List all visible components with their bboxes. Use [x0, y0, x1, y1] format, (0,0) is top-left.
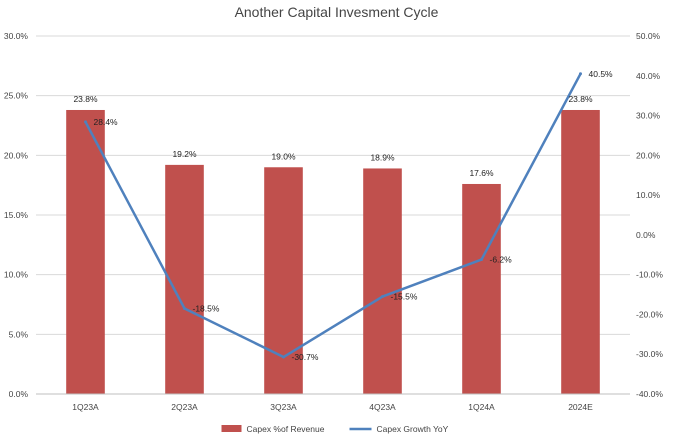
y-right-tick-label: 20.0% [636, 150, 661, 160]
y-left-tick-label: 0.0% [9, 389, 29, 399]
x-tick-label: 2Q23A [171, 402, 198, 412]
bar [561, 109, 600, 394]
y-left-tick-label: 15.0% [4, 210, 29, 220]
line-point [282, 355, 285, 359]
y-right-tick-label: 30.0% [636, 111, 661, 121]
chart-title: Another Capital Invesment Cycle [234, 4, 439, 20]
data-labels: 23.8% 19.2% 19.0% 18.9% 17.6% 23.8% 28.4% -18.5… [73, 69, 613, 362]
x-tick-label: 3Q23A [270, 402, 297, 412]
y-right-tick-label: 40.0% [636, 71, 661, 81]
bar [462, 183, 501, 394]
bar-data-label: 18.9% [370, 152, 395, 162]
y-right-tick-label: -40.0% [636, 389, 663, 399]
line-point [480, 258, 483, 262]
line-data-label: 28.4% [94, 117, 119, 127]
y-left-tick-label: 25.0% [4, 91, 29, 101]
bar [165, 164, 204, 394]
line-point [381, 295, 384, 299]
line-data-label: -6.2% [490, 255, 513, 265]
bar [363, 168, 402, 394]
gridlines [36, 35, 630, 395]
legend-label-line: Capex Growth YoY [377, 424, 449, 434]
y-right-tick-label: -10.0% [636, 270, 663, 280]
y-right-tick-label: -30.0% [636, 349, 663, 359]
x-tick-label: 1Q23A [72, 402, 99, 412]
line-point [579, 72, 582, 76]
line-point [183, 306, 186, 310]
bar [66, 109, 105, 394]
x-tick-label: 4Q23A [369, 402, 396, 412]
x-tick-label: 1Q24A [468, 402, 495, 412]
y-right-tick-label: 10.0% [636, 190, 661, 200]
y-left-tick-label: 20.0% [4, 150, 29, 160]
bar-data-label: 19.2% [172, 149, 197, 159]
line-data-label: 40.5% [589, 69, 614, 79]
legend-swatch-bar [221, 425, 242, 432]
y-left-tick-label: 30.0% [4, 31, 29, 41]
line-data-label: -30.7% [292, 352, 319, 362]
line-series [84, 72, 582, 359]
legend-label-bar: Capex %of Revenue [247, 424, 325, 434]
x-tick-label: 2024E [568, 402, 593, 412]
line-path [84, 73, 582, 359]
line-data-label: -18.5% [193, 303, 220, 313]
line-data-label: -15.5% [391, 292, 418, 302]
y-right-tick-label: -20.0% [636, 309, 663, 319]
bar-data-label: 23.8% [73, 94, 98, 104]
bar-data-label: 17.6% [469, 168, 494, 178]
y-left-tick-label: 5.0% [9, 329, 29, 339]
y-left-tick-label: 10.0% [4, 270, 29, 280]
y-right-tick-label: 50.0% [636, 31, 661, 41]
legend: Capex %of Revenue Capex Growth YoY [221, 424, 449, 434]
line-point [84, 120, 87, 124]
y-right-tick-label: 0.0% [636, 230, 656, 240]
bar-data-label: 19.0% [271, 151, 296, 161]
bar-data-label: 23.8% [568, 94, 593, 104]
bar-series [66, 109, 600, 394]
axes: 0.0% 5.0% 10.0% 15.0% 20.0% 25.0% 30.0% -40.0% -… [4, 31, 663, 412]
